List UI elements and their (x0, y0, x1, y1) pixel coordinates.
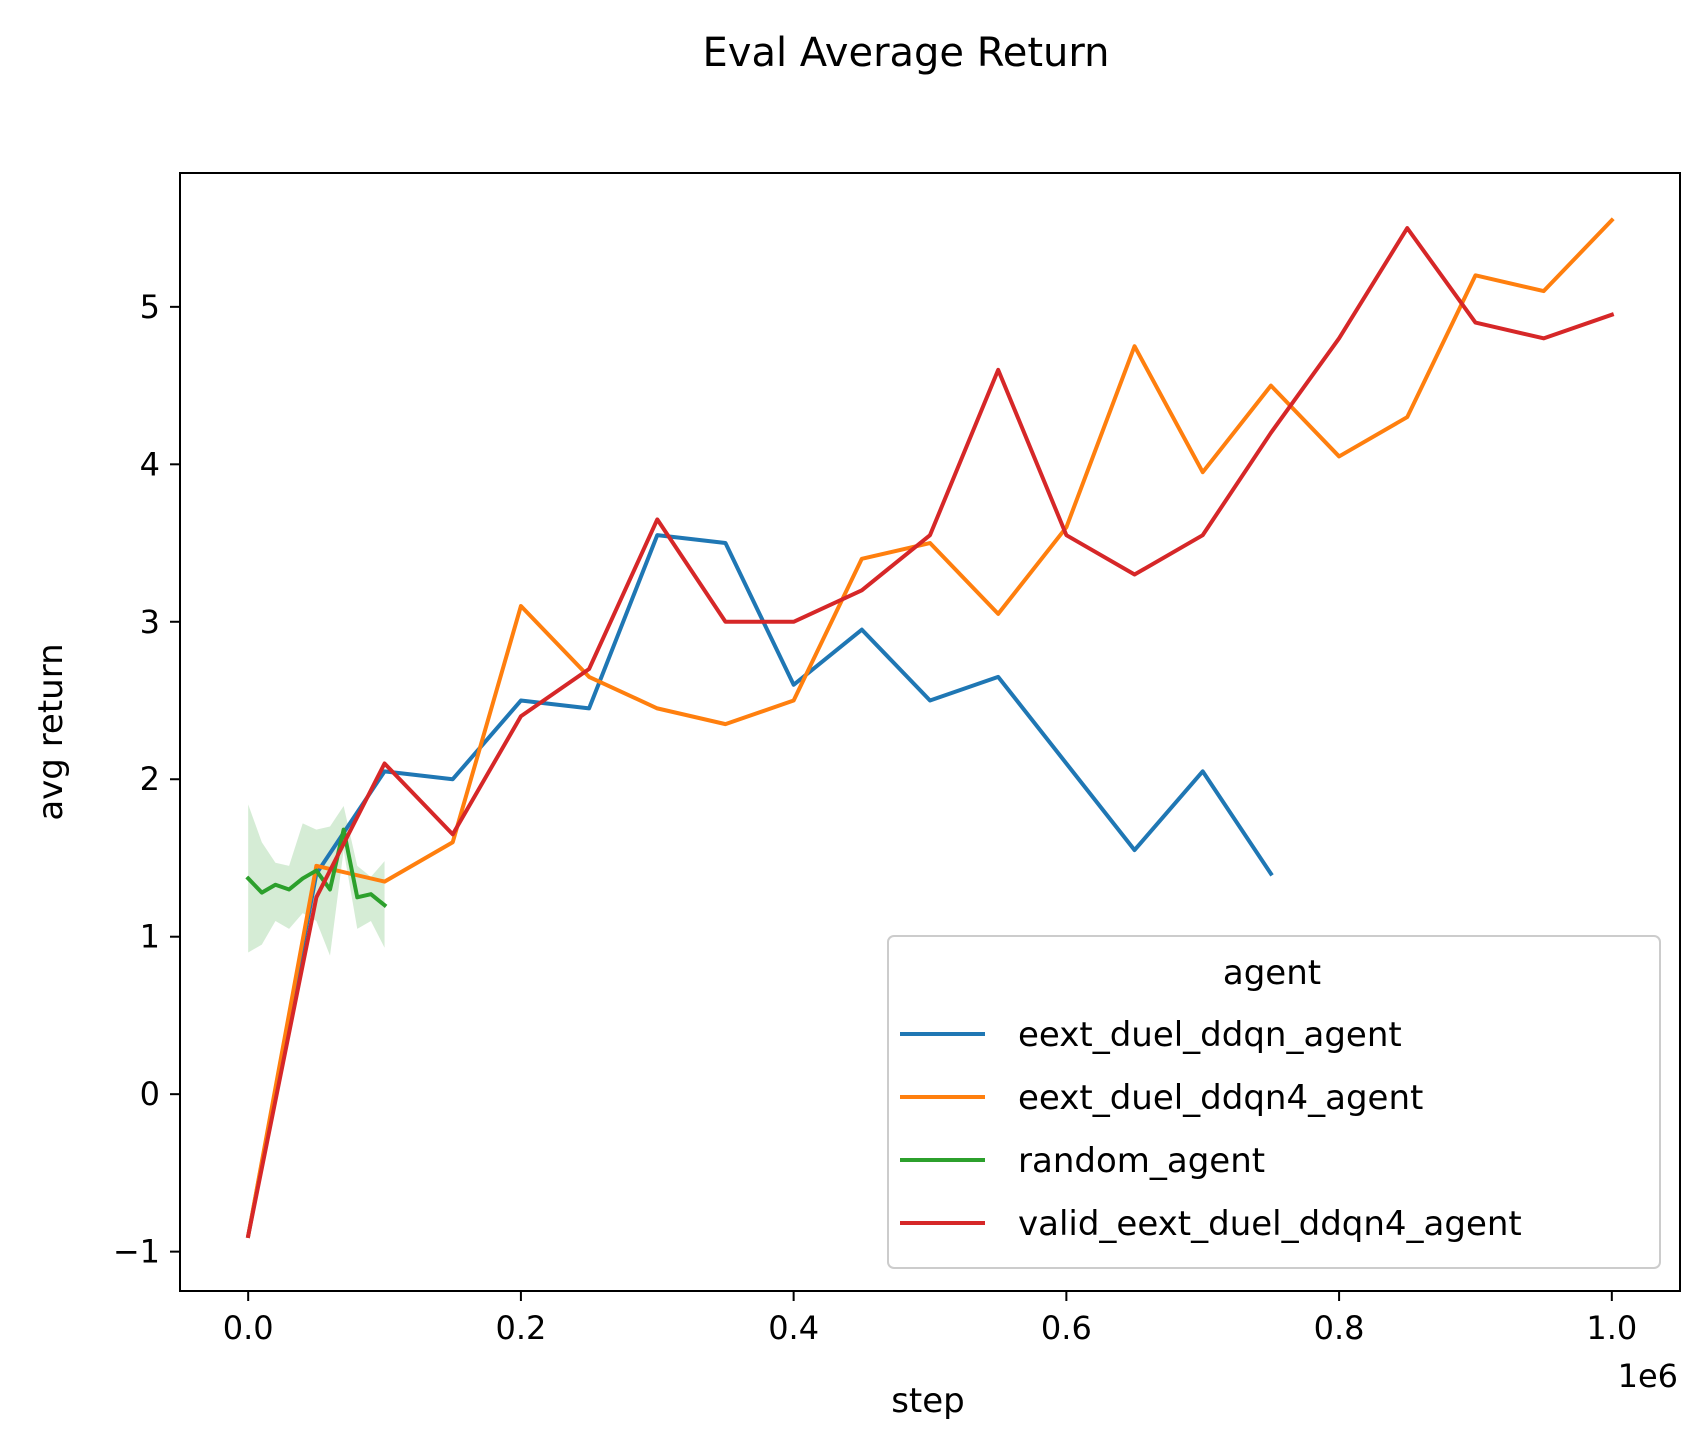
x-axis-label: step (891, 1381, 965, 1421)
plot-area (179, 172, 1681, 1292)
y-tick-label: 5 (140, 288, 160, 326)
legend-box (887, 935, 1661, 1269)
chart-title: Eval Average Return (703, 30, 1110, 76)
x-axis-offset-text: 1e6 (1618, 1357, 1678, 1395)
y-tick-label: 2 (140, 760, 160, 798)
plot-frame (179, 172, 1681, 1292)
series-line-eext_duel_ddqn4_agent (245, 217, 1615, 1239)
y-axis-ticks: −1 0 1 2 3 4 5 (113, 288, 180, 1271)
legend-label: random_agent (1018, 1141, 1265, 1181)
y-tick-label: 3 (140, 603, 160, 641)
x-axis-ticks: 0.0 0.2 0.4 0.6 0.8 1.0 (223, 1291, 1637, 1347)
y-axis-label: avg return (31, 643, 71, 820)
y-tick-label: 1 (140, 918, 160, 956)
x-tick-label: 0.8 (1314, 1309, 1365, 1347)
series-line-eext_duel_ddqn_agent (245, 533, 1274, 1239)
legend-title: agent (1223, 953, 1321, 993)
y-tick-label: 0 (140, 1075, 160, 1113)
legend: agent eext_duel_ddqn_agenteext_duel_ddqn… (887, 935, 1661, 1269)
x-tick-label: 0.6 (1041, 1309, 1092, 1347)
legend-label: eext_duel_ddqn_agent (1018, 1015, 1402, 1055)
series-line-random_agent (245, 827, 388, 909)
series-layer (245, 217, 1615, 1239)
legend-label: eext_duel_ddqn4_agent (1018, 1078, 1423, 1118)
x-tick-label: 1.0 (1586, 1309, 1637, 1347)
series-line-valid_eext_duel_ddqn4_agent (245, 226, 1615, 1239)
y-tick-label: 4 (140, 445, 160, 483)
legend-label: valid_eext_duel_ddqn4_agent (1018, 1204, 1522, 1244)
x-tick-label: 0.4 (768, 1309, 819, 1347)
legend-items: eext_duel_ddqn_agent eext_duel_ddqn4_agen… (900, 1015, 1522, 1244)
x-tick-label: 0.0 (223, 1309, 274, 1347)
y-tick-label: −1 (113, 1233, 160, 1271)
x-tick-label: 0.2 (495, 1309, 546, 1347)
